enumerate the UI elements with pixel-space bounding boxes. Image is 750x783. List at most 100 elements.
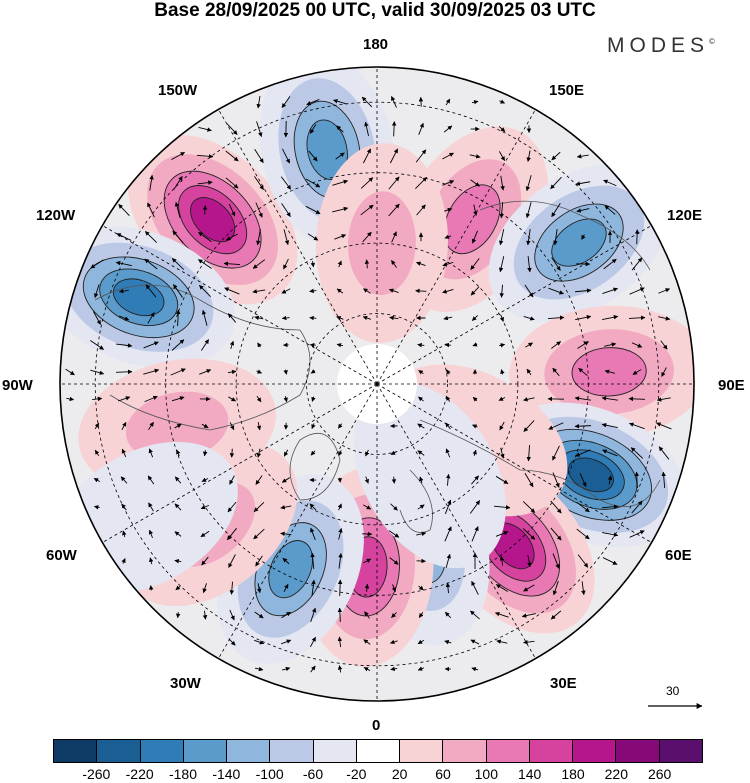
colorbar-tick-label: 60 [435, 766, 451, 782]
wind-arrow [495, 531, 509, 537]
wind-arrow [310, 260, 316, 268]
wind-arrow [523, 420, 535, 432]
wind-arrow [444, 526, 452, 542]
wind-arrow [576, 528, 590, 540]
wind-arrow [442, 152, 454, 160]
wind-arrow [254, 176, 264, 190]
wind-arrow [226, 123, 238, 135]
wind-arrow [499, 343, 506, 348]
wind-arrow [362, 148, 372, 164]
wind-arrow [552, 580, 559, 596]
wind-arrow [281, 315, 290, 321]
wind-arrow [149, 174, 154, 191]
wind-arrow [445, 473, 451, 486]
wind-arrow [336, 288, 344, 294]
colorbar-tick-label: 180 [561, 766, 585, 782]
wind-arrow [550, 610, 562, 620]
anomaly-contour [268, 540, 314, 599]
wind-arrow [391, 260, 397, 268]
wind-arrow [309, 503, 317, 511]
wind-arrow [94, 449, 100, 457]
wind-arrow [176, 449, 181, 457]
wind-arrow [444, 611, 452, 619]
wind-arrow [552, 553, 560, 569]
wind-arrow [338, 527, 343, 540]
wind-arrow [526, 444, 531, 462]
wind-arrow [337, 665, 343, 673]
wind-arrow [252, 289, 266, 294]
wind-arrow [228, 396, 237, 402]
wind-arrow [337, 477, 343, 483]
wind-arrow [445, 553, 451, 568]
wind-arrow [121, 558, 126, 564]
wind-arrow [418, 612, 424, 618]
wind-arrow [525, 202, 532, 219]
wind-arrow [574, 396, 591, 401]
colorbar-segment [356, 740, 401, 762]
wind-arrow [174, 476, 182, 484]
wind-arrow [201, 477, 209, 482]
wind-arrow [310, 665, 316, 673]
wind-arrow [147, 475, 155, 485]
wind-arrow [336, 316, 344, 321]
wind-arrow [495, 584, 508, 592]
wind-arrow [229, 609, 235, 621]
wind-arrow [121, 421, 127, 430]
wind-arrow [254, 666, 264, 672]
wind-arrow [228, 638, 236, 646]
wind-arrow [631, 342, 643, 348]
wind-arrow [310, 636, 316, 648]
wind-arrow [470, 610, 480, 620]
wind-arrow [388, 288, 399, 293]
wind-arrow [362, 531, 373, 537]
wind-arrow [229, 422, 235, 431]
wind-arrow [498, 256, 505, 273]
wind-arrow [256, 422, 262, 431]
wind-arrow [548, 287, 564, 295]
wind-arrow [143, 341, 159, 349]
wind-arrow [256, 229, 261, 246]
wind-arrow [280, 639, 292, 645]
wind-arrow [445, 98, 451, 106]
wind-arrow [364, 476, 369, 484]
wind-arrow [148, 421, 154, 430]
wind-arrow [311, 396, 316, 402]
colorbar [53, 739, 703, 763]
wind-arrow [120, 476, 128, 484]
lon-label-120e: 120E [667, 207, 703, 224]
colorbar-segment [443, 740, 487, 762]
wind-arrow [305, 205, 321, 215]
wind-arrow [388, 176, 400, 190]
wind-arrow [281, 611, 291, 619]
brand-logo: MODES© [607, 34, 715, 58]
wind-arrow [227, 313, 237, 323]
colorbar-tick-label: -220 [125, 766, 154, 782]
wind-arrow [281, 96, 291, 109]
latitude-circle [94, 101, 660, 667]
wind-arrow [282, 148, 290, 164]
wind-arrow [551, 341, 562, 349]
wind-arrow [499, 284, 505, 298]
wind-arrow [149, 557, 154, 565]
wind-arrow [500, 175, 505, 191]
wind-arrow [255, 475, 263, 485]
map-disk-border [59, 66, 695, 702]
wind-arrow [472, 449, 477, 456]
colorbar-tick-label: -180 [168, 766, 198, 782]
wind-arrow [389, 315, 399, 321]
wind-arrow [601, 396, 618, 401]
negative-anomaly [60, 226, 236, 369]
wind-arrow [280, 176, 292, 190]
wind-arrow [228, 554, 236, 568]
wind-arrow [551, 257, 561, 271]
wind-arrow [470, 179, 480, 187]
wind-arrow [444, 640, 452, 645]
wind-arrow [197, 180, 213, 185]
wind-arrow [66, 396, 75, 402]
wind-arrow [283, 396, 288, 403]
colorbar-segment [529, 740, 574, 762]
wind-arrow [337, 503, 342, 511]
wind-arrow [310, 450, 316, 456]
colorbar-segment [616, 740, 660, 762]
wind-arrow [90, 340, 105, 350]
